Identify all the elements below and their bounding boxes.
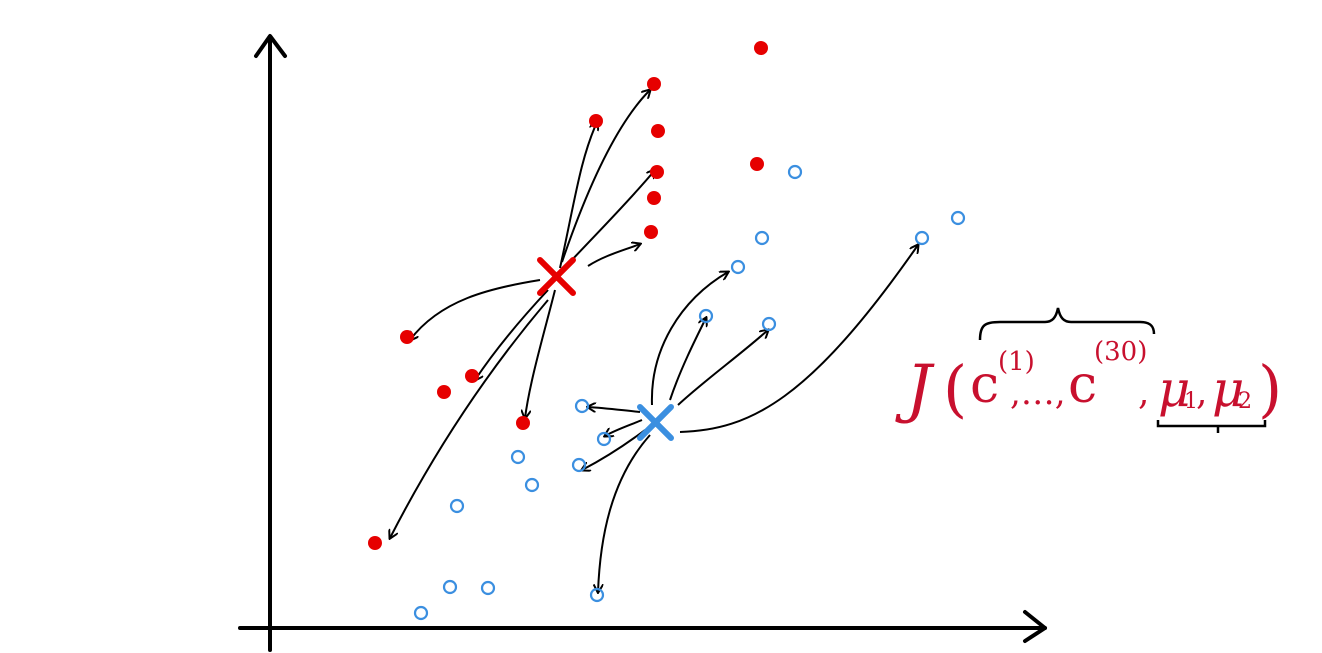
blue-data-point xyxy=(574,398,590,414)
red-data-point xyxy=(650,165,664,179)
formula-mu2: μ xyxy=(1212,360,1245,418)
axes xyxy=(238,34,1047,652)
arrow-red-to-point xyxy=(525,289,556,418)
arrow-red-to-point xyxy=(561,90,650,263)
blue-data-point xyxy=(754,230,770,246)
red-data-point xyxy=(647,77,661,91)
centroids-brace xyxy=(1156,420,1267,428)
red-data-point xyxy=(400,330,414,344)
blue-centroid-cross-icon xyxy=(637,404,674,441)
blue-data-point xyxy=(787,164,803,180)
blue-points xyxy=(413,164,966,621)
formula-mu1: μ xyxy=(1158,360,1191,418)
formula-c30-superscript: (30) xyxy=(1094,337,1147,367)
red-data-point xyxy=(750,157,764,171)
arrow-red-to-point xyxy=(569,170,655,263)
arrow-blue-to-point xyxy=(605,419,643,436)
formula-c30: c xyxy=(1068,355,1097,415)
formula-j: J xyxy=(895,352,935,426)
arrow-red-to-point xyxy=(475,289,549,380)
arrow-red-to-point xyxy=(559,122,597,269)
arrow-blue-to-point xyxy=(598,434,651,592)
formula-mu1-subscript: 1 xyxy=(1184,389,1198,414)
arrow-blue-to-point xyxy=(677,330,768,406)
blue-data-point xyxy=(698,308,714,324)
formula-ellipsis: ,…, xyxy=(1010,373,1066,413)
x-axis-arrowhead xyxy=(1023,610,1047,643)
red-data-point xyxy=(644,225,658,239)
formula-separator: , xyxy=(1138,372,1149,413)
red-data-point xyxy=(651,124,665,138)
red-centroid-cross-icon xyxy=(537,257,576,296)
formula-comma: , xyxy=(1196,372,1207,413)
formula-c1-superscript: (1) xyxy=(998,347,1035,377)
distortion-formula: J ( c (1) ,…, c (30) , μ 1 , μ 2 ) xyxy=(895,307,1282,433)
blue-data-point xyxy=(449,498,465,514)
arrow-blue-to-point xyxy=(582,429,646,470)
arrow-red-to-point xyxy=(587,244,640,267)
arrow-red-to-point xyxy=(390,299,549,538)
formula-open-paren: ( xyxy=(943,352,967,425)
blue-data-point xyxy=(571,457,587,473)
assignments-brace xyxy=(978,307,1156,341)
blue-data-point xyxy=(413,605,429,621)
red-points xyxy=(368,41,768,550)
blue-data-point xyxy=(950,210,966,226)
blue-data-point xyxy=(596,431,612,447)
formula-close-paren: ) xyxy=(1258,352,1282,425)
blue-centroid-arrows xyxy=(582,245,918,592)
y-axis-arrowhead xyxy=(254,34,287,58)
blue-data-point xyxy=(480,580,496,596)
blue-data-point xyxy=(510,449,526,465)
arrow-blue-to-point xyxy=(588,407,641,413)
blue-data-point xyxy=(589,587,605,603)
arrow-blue-to-point xyxy=(650,272,728,406)
formula-mu2-subscript: 2 xyxy=(1238,389,1252,414)
arrow-blue-to-point xyxy=(679,245,918,433)
red-data-point xyxy=(589,114,603,128)
blue-data-point xyxy=(442,579,458,595)
red-data-point xyxy=(465,369,479,383)
blue-data-point xyxy=(730,259,746,275)
red-data-point xyxy=(516,416,530,430)
blue-data-point xyxy=(761,316,777,332)
red-data-point xyxy=(754,41,768,55)
red-data-point xyxy=(647,191,661,205)
arrow-red-to-point xyxy=(410,279,541,340)
red-centroid-arrows xyxy=(390,90,655,538)
arrow-blue-to-point xyxy=(669,318,706,401)
blue-data-point xyxy=(914,230,930,246)
formula-c1: c xyxy=(970,355,999,415)
red-data-point xyxy=(437,385,451,399)
blue-data-point xyxy=(524,477,540,493)
red-data-point xyxy=(368,536,382,550)
